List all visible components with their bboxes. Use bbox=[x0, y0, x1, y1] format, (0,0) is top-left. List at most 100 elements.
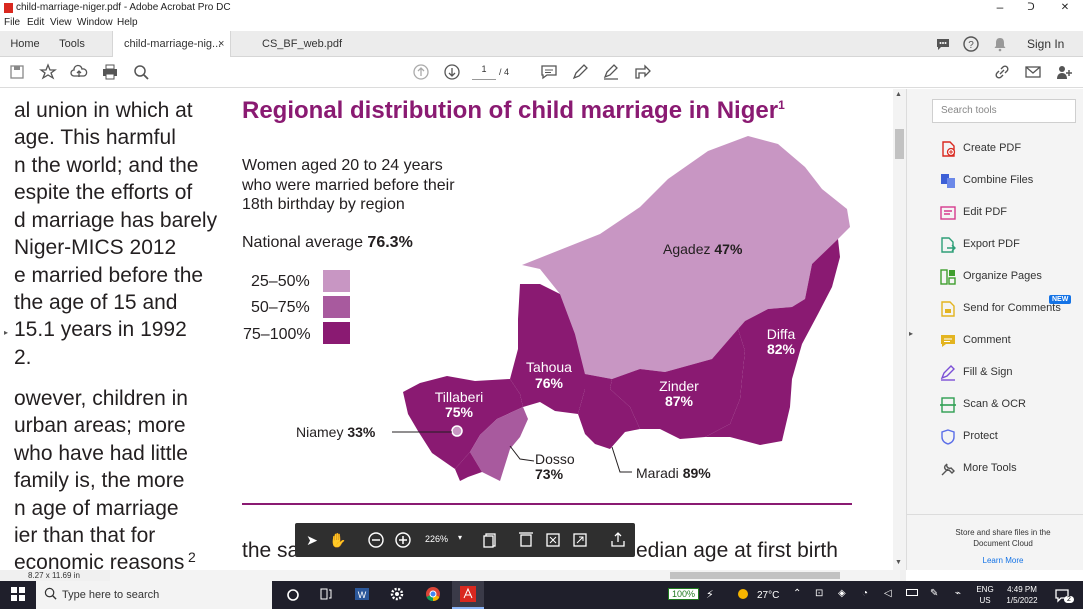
zoom-dropdown-icon[interactable]: ▾ bbox=[458, 533, 463, 542]
scrollbar-thumb[interactable] bbox=[895, 129, 904, 159]
scroll-down-icon[interactable]: ▼ bbox=[895, 559, 902, 566]
label-zinder: Zinder 87% bbox=[659, 378, 699, 409]
shield-icon bbox=[941, 429, 955, 445]
tab-home[interactable]: Home bbox=[10, 38, 40, 50]
label-agadez: Agadez 47% bbox=[663, 241, 743, 257]
zoom-out-icon[interactable] bbox=[367, 531, 385, 549]
vertical-scrollbar[interactable]: ▲ ▼ bbox=[893, 89, 906, 570]
region-agadez bbox=[522, 136, 850, 379]
legend-label-low: 25–50% bbox=[251, 273, 310, 290]
sign-icon[interactable] bbox=[602, 63, 620, 81]
tray-icon-2[interactable]: ◈ bbox=[838, 588, 846, 599]
link-icon[interactable] bbox=[993, 63, 1011, 81]
minimize-button[interactable]: – bbox=[996, 0, 1004, 14]
fit-width-icon[interactable] bbox=[517, 531, 535, 549]
panel-expand-left-icon[interactable]: ▸ bbox=[4, 328, 9, 337]
windows-taskbar: Type here to search W 100% ⚡ 27°C ⌃ ⊡ ◈ … bbox=[0, 581, 1083, 609]
fit-page-icon[interactable] bbox=[544, 531, 562, 549]
menu-file[interactable]: File bbox=[4, 17, 21, 28]
region-zinder bbox=[610, 329, 745, 439]
niger-map bbox=[242, 136, 852, 505]
word-app-icon[interactable]: W bbox=[354, 586, 372, 604]
menu-view[interactable]: View bbox=[50, 17, 72, 28]
tab-close-icon[interactable]: × bbox=[218, 38, 225, 50]
label-dosso: Dosso 73% bbox=[535, 451, 575, 482]
body-line: 2. bbox=[14, 346, 32, 369]
pen-icon[interactable] bbox=[571, 63, 589, 81]
upload-cloud-icon[interactable] bbox=[70, 63, 88, 81]
email-icon[interactable] bbox=[1024, 63, 1042, 81]
tab-document-label: child-marriage-nig... bbox=[124, 38, 222, 50]
chrome-icon[interactable] bbox=[425, 586, 443, 604]
notifications-icon[interactable] bbox=[1054, 587, 1070, 606]
tab-tools[interactable]: Tools bbox=[59, 38, 85, 50]
power-icon[interactable]: ⚡ bbox=[706, 589, 714, 601]
menu-edit[interactable]: Edit bbox=[27, 17, 45, 28]
weather-sun-icon[interactable] bbox=[736, 587, 750, 604]
select-cursor-icon[interactable]: ➤ bbox=[306, 532, 318, 548]
volume-icon[interactable]: ◁ bbox=[884, 588, 892, 599]
horizontal-scrollbar[interactable] bbox=[110, 570, 900, 581]
add-user-icon[interactable] bbox=[1055, 63, 1073, 81]
battery-indicator[interactable]: 100% bbox=[668, 588, 700, 600]
menu-window[interactable]: Window bbox=[77, 17, 113, 28]
zoom-search-icon[interactable] bbox=[132, 63, 150, 81]
chat-icon[interactable] bbox=[935, 36, 951, 57]
combine-files-icon bbox=[941, 174, 955, 188]
page-number-input[interactable]: 1 bbox=[472, 64, 496, 80]
svg-text:?: ? bbox=[968, 40, 974, 51]
scroll-up-icon[interactable]: ▲ bbox=[895, 91, 902, 98]
hscroll-thumb[interactable] bbox=[670, 572, 840, 579]
floating-toolbar: ➤ ✋ 226% ▾ bbox=[295, 523, 635, 557]
page-down-icon[interactable] bbox=[443, 63, 461, 81]
fullscreen-icon[interactable] bbox=[571, 531, 589, 549]
hand-tool-icon[interactable]: ✋ bbox=[329, 532, 347, 548]
share-icon[interactable] bbox=[633, 63, 651, 81]
acrobat-taskbar-button[interactable] bbox=[452, 581, 484, 609]
sign-in-link[interactable]: Sign In bbox=[1027, 37, 1065, 51]
body-line: d marriage has barely bbox=[14, 209, 218, 232]
tab-document-2[interactable]: CS_BF_web.pdf bbox=[262, 38, 343, 50]
national-average: National average 76.3% bbox=[242, 234, 413, 251]
bell-icon[interactable] bbox=[992, 36, 1008, 57]
page-view-icon[interactable] bbox=[481, 531, 499, 549]
help-icon[interactable]: ? bbox=[963, 36, 979, 57]
search-tools-input[interactable]: Search tools bbox=[932, 99, 1076, 123]
settings-gear-icon[interactable] bbox=[389, 586, 407, 604]
pen-tray-icon[interactable]: ✎ bbox=[930, 588, 939, 599]
save-icon[interactable] bbox=[8, 63, 26, 81]
language-indicator[interactable]: ENG US bbox=[976, 585, 994, 605]
weather-temp[interactable]: 27°C bbox=[757, 590, 780, 601]
tray-chevron-icon[interactable]: ⌃ bbox=[793, 588, 802, 599]
tray-icon-1[interactable]: ⊡ bbox=[815, 588, 824, 599]
legend-label-high: 75–100% bbox=[243, 326, 311, 343]
taskbar-search-icon bbox=[44, 587, 57, 603]
document-view[interactable]: al union in which at age. This harmful n… bbox=[0, 89, 906, 570]
battery-tray-icon[interactable] bbox=[906, 589, 918, 596]
export-share-icon[interactable] bbox=[609, 531, 627, 549]
page-up-icon[interactable] bbox=[412, 63, 430, 81]
edit-pdf-icon bbox=[940, 206, 956, 220]
restore-button[interactable]: ᑐ bbox=[1027, 2, 1035, 13]
region-dosso bbox=[470, 407, 528, 481]
cortana-icon[interactable] bbox=[285, 586, 303, 604]
network-icon[interactable]: ⌁ bbox=[955, 588, 962, 599]
learn-more-link[interactable]: Learn More bbox=[982, 556, 1024, 565]
region-maradi bbox=[578, 374, 640, 449]
task-view-icon[interactable] bbox=[318, 586, 336, 604]
windows-start-icon[interactable] bbox=[10, 586, 28, 604]
close-button[interactable]: ✕ bbox=[1060, 2, 1070, 13]
zoom-level[interactable]: 226% bbox=[425, 534, 449, 544]
clock[interactable]: 4:49 PM 1/5/2022 bbox=[1006, 585, 1038, 605]
zoom-in-icon[interactable] bbox=[394, 531, 412, 549]
wifi-icon[interactable]: ◔ bbox=[862, 588, 869, 599]
taskbar-search[interactable]: Type here to search bbox=[36, 581, 272, 609]
print-icon[interactable] bbox=[101, 63, 119, 81]
new-badge: NEW bbox=[1049, 295, 1072, 304]
bookmark-star-icon[interactable] bbox=[39, 63, 57, 81]
tab-document-active[interactable]: child-marriage-nig... × bbox=[112, 31, 231, 57]
menu-help[interactable]: Help bbox=[117, 17, 138, 28]
panel-collapse-icon[interactable]: ▸ bbox=[909, 329, 914, 338]
region-tillaberi bbox=[403, 376, 523, 469]
comment-icon[interactable] bbox=[540, 63, 558, 81]
